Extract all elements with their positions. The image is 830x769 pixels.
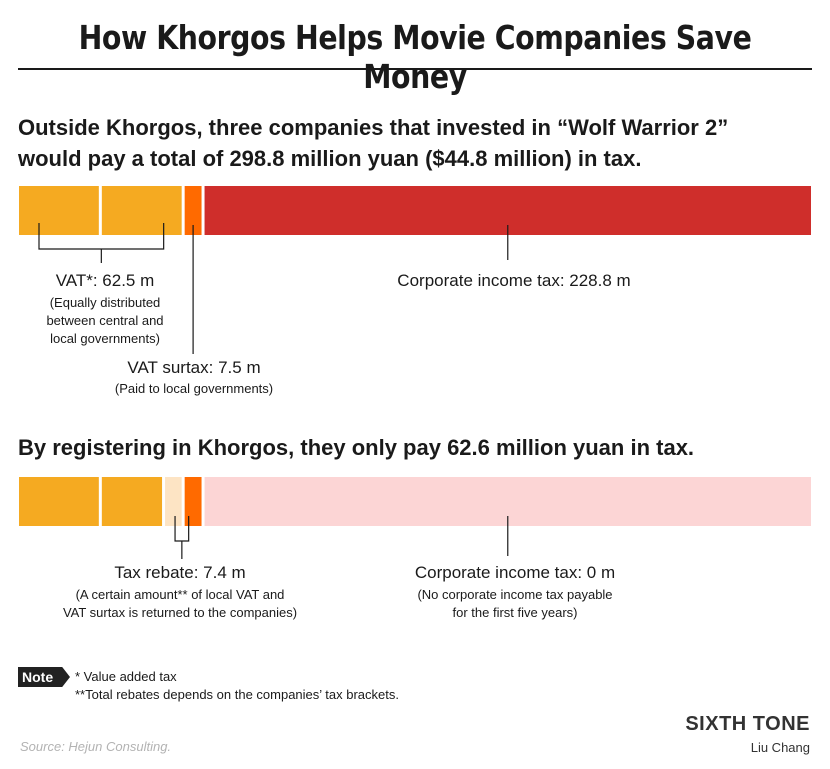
bar-2-segment-vat <box>19 477 99 526</box>
vat-note-2: between central and <box>46 313 164 328</box>
corporate-tax-zero-label: Corporate income tax: 0 m <box>414 563 616 582</box>
page-title: How Khorgos Helps Movie Companies Save M… <box>78 18 752 96</box>
title-divider <box>18 68 812 70</box>
corporate-tax-label: Corporate income tax: 228.8 m <box>397 271 631 290</box>
corporate-tax-zero-note-2: for the first five years) <box>452 605 578 620</box>
brand-logo: SIXTH TONE <box>685 713 810 735</box>
corporate-tax-zero-note-1: (No corporate income tax payable <box>417 587 613 602</box>
bar-2-segment-vat <box>101 477 163 526</box>
chart-2-headline: By registering in Khorgos, they only pay… <box>18 435 695 460</box>
source-credit: Source: Hejun Consulting. <box>20 739 172 754</box>
bar-1-segment-vat-surtax <box>184 186 202 235</box>
author-credit: Liu Chang <box>750 740 810 755</box>
note-tag: Note <box>18 667 70 687</box>
vat-note-1: (Equally distributed <box>49 295 161 310</box>
vat-note-3: local governments) <box>50 331 160 346</box>
bar-1-segment-vat <box>101 186 182 235</box>
bar-1-segment-vat <box>19 186 99 235</box>
chart-1-headline: Outside Khorgos, three companies that in… <box>18 115 729 171</box>
note-line-1: * Value added tax <box>75 669 177 684</box>
tax-rebate-label: Tax rebate: 7.4 m <box>114 563 246 582</box>
bar-2-segment-vat-surtax <box>184 477 202 526</box>
vat-surtax-note: (Paid to local governments) <box>114 381 274 396</box>
vat-label: VAT*: 62.5 m <box>55 271 155 290</box>
bar-2-segment-tax-rebate <box>165 477 182 526</box>
tax-rebate-note-2: VAT surtax is returned to the companies) <box>62 605 298 620</box>
tax-rebate-note-1: (A certain amount** of local VAT and <box>75 587 285 602</box>
note-line-2: **Total rebates depends on the companies… <box>75 687 399 702</box>
vat-surtax-label: VAT surtax: 7.5 m <box>127 358 261 377</box>
